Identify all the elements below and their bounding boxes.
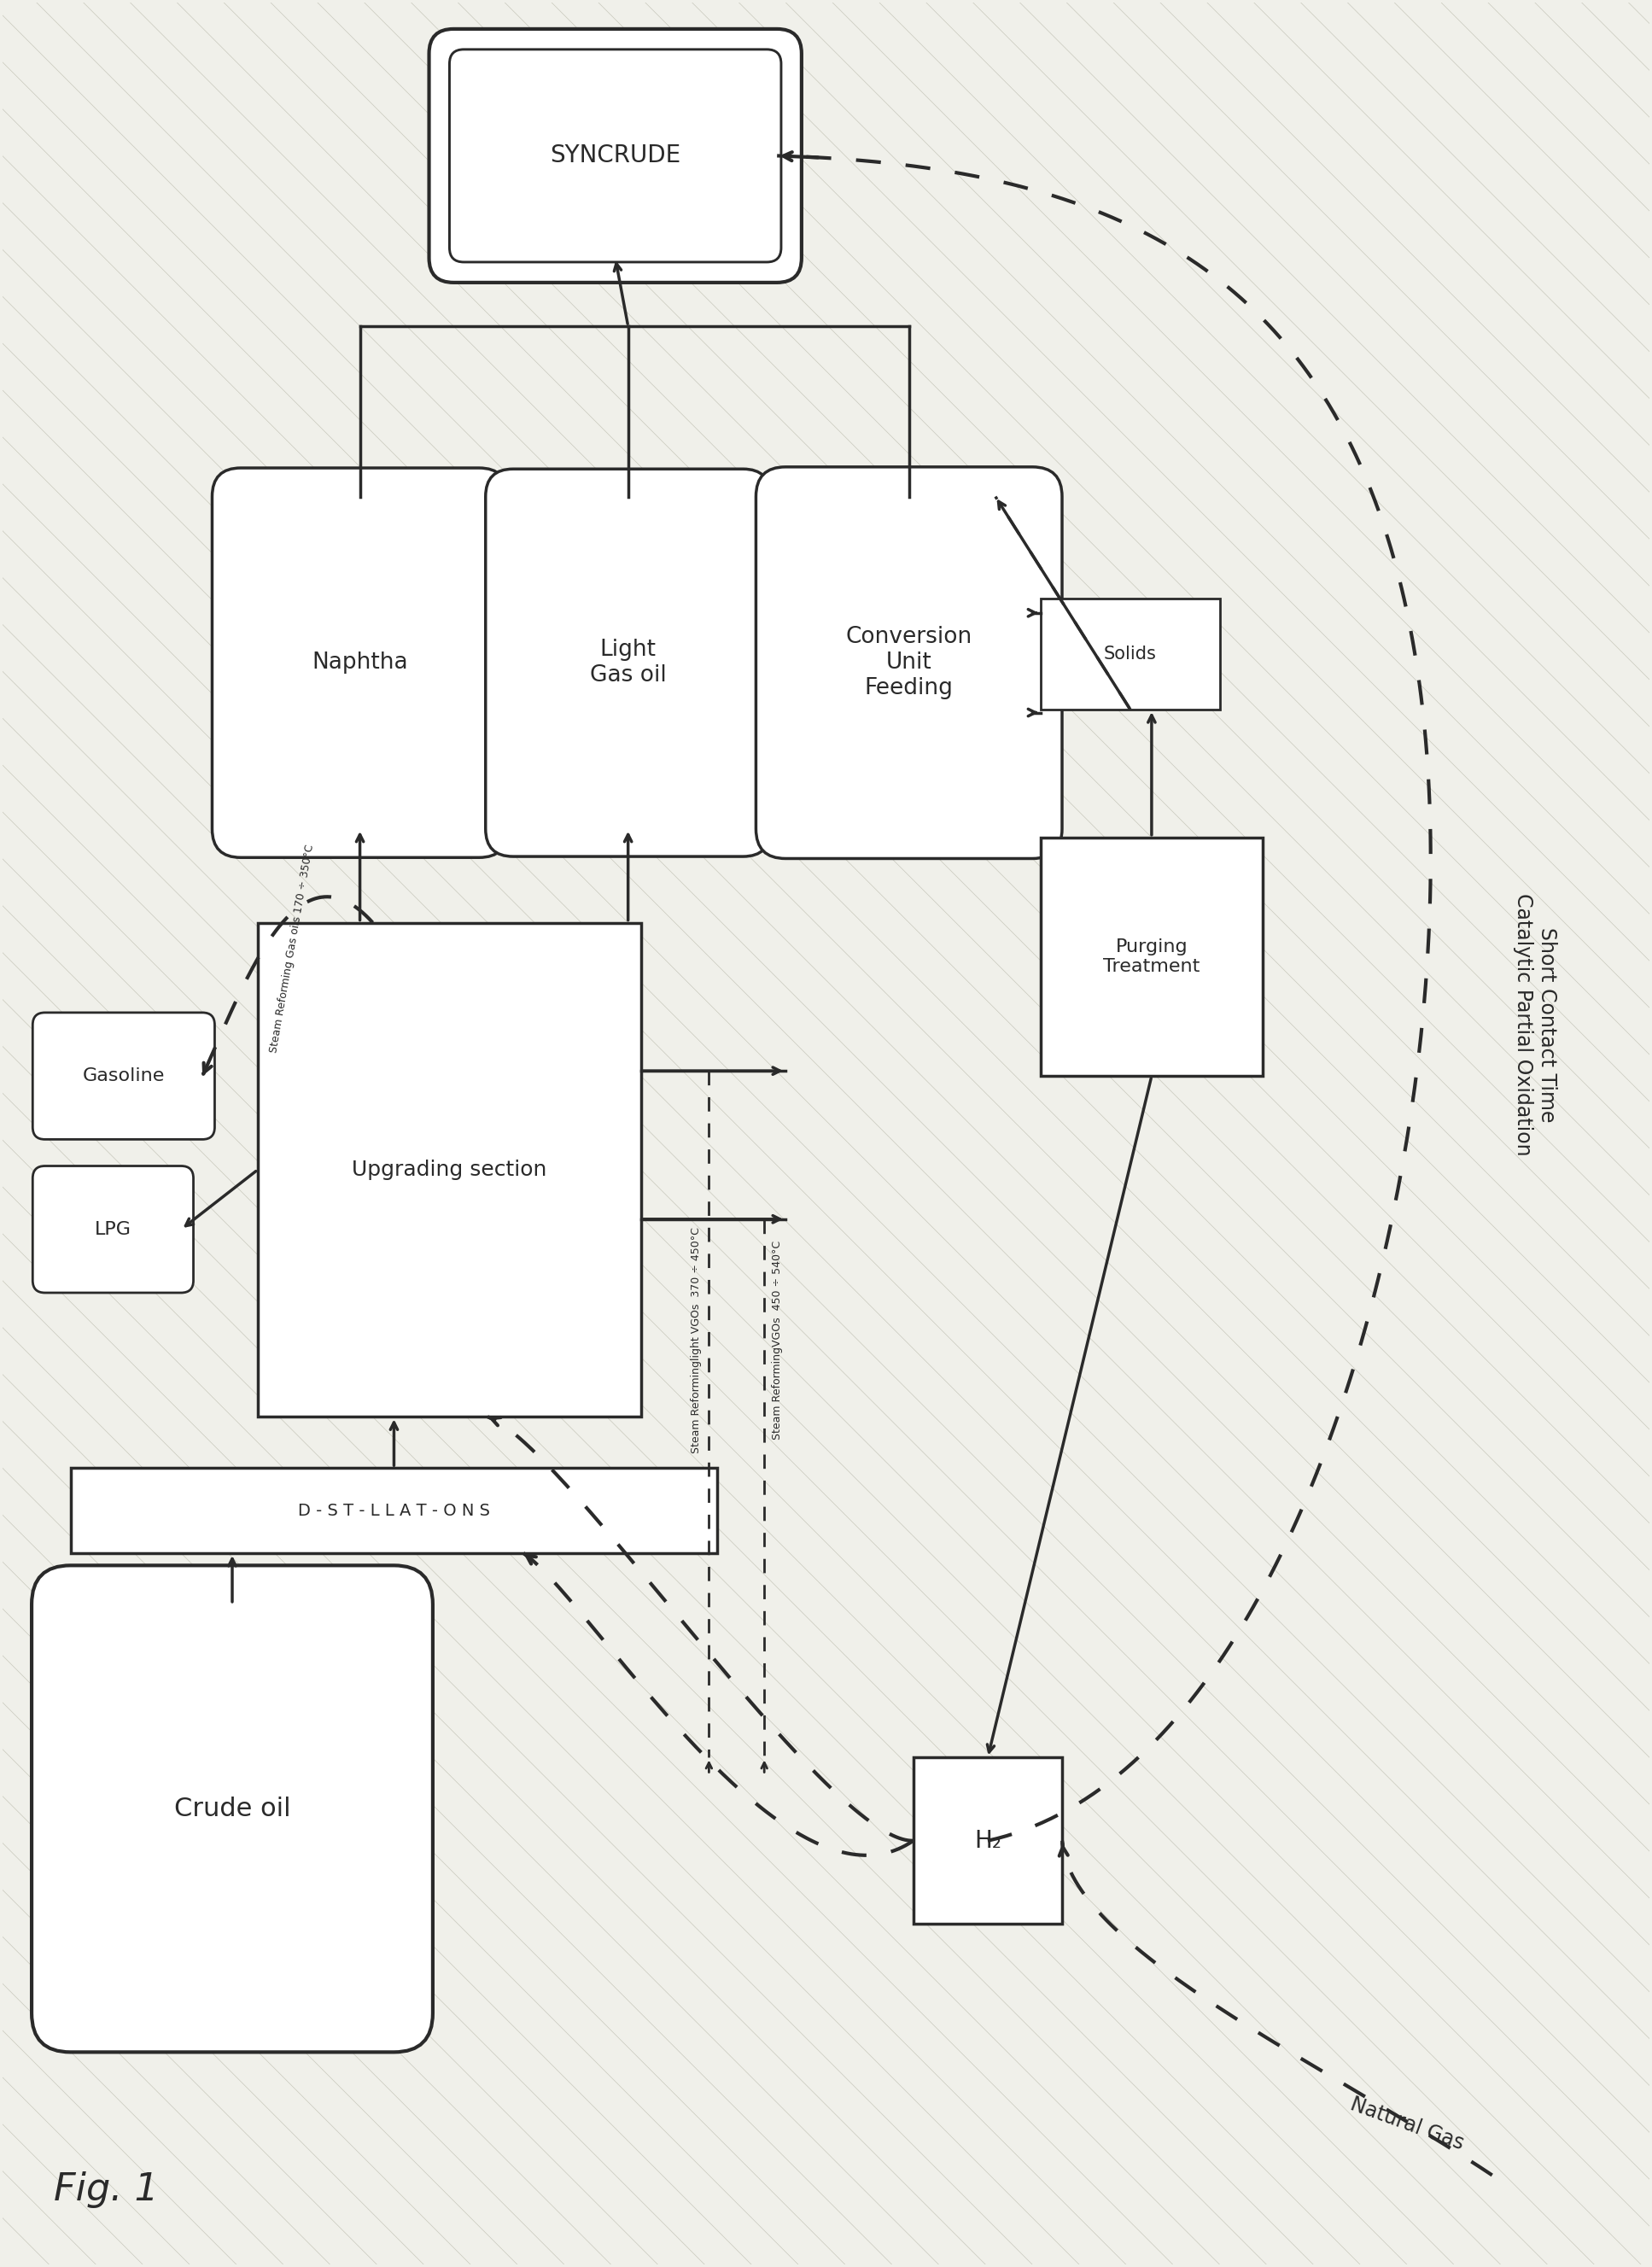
Text: LPG: LPG: [94, 1222, 132, 1238]
FancyBboxPatch shape: [31, 1566, 433, 2052]
Text: Light
Gas oil: Light Gas oil: [590, 639, 666, 687]
FancyBboxPatch shape: [33, 1165, 193, 1292]
Text: Solids: Solids: [1104, 646, 1156, 662]
Text: Crude oil: Crude oil: [173, 1795, 291, 1820]
Text: SYNCRUDE: SYNCRUDE: [550, 143, 681, 168]
FancyBboxPatch shape: [33, 1013, 215, 1140]
Bar: [1041, 837, 1262, 1077]
Text: Fig. 1: Fig. 1: [53, 2172, 159, 2208]
Bar: [914, 1757, 1062, 1925]
Text: Gasoline: Gasoline: [83, 1068, 165, 1084]
Text: Steam ReformingVGOs  450 ÷ 540°C: Steam ReformingVGOs 450 ÷ 540°C: [771, 1240, 783, 1440]
Bar: [1041, 598, 1219, 710]
Text: Steam Reforminglight VGOs  370 ÷ 450°C: Steam Reforminglight VGOs 370 ÷ 450°C: [691, 1226, 702, 1453]
Text: Naphtha: Naphtha: [312, 651, 408, 673]
Text: Conversion
Unit
Feeding: Conversion Unit Feeding: [846, 626, 973, 701]
Text: D - S T - L L A T - O N S: D - S T - L L A T - O N S: [297, 1503, 491, 1519]
Text: Purging
Treatment: Purging Treatment: [1104, 939, 1199, 975]
Text: Short Contact Time
Catalytic Partial Oxidation: Short Contact Time Catalytic Partial Oxi…: [1513, 893, 1556, 1156]
FancyBboxPatch shape: [430, 29, 801, 283]
Text: Natural Gas: Natural Gas: [1348, 2095, 1467, 2154]
FancyBboxPatch shape: [211, 467, 507, 857]
Bar: [258, 923, 641, 1417]
Text: Steam Reforming Gas oils 170 ÷ 350°C: Steam Reforming Gas oils 170 ÷ 350°C: [268, 843, 316, 1054]
Text: H₂: H₂: [975, 1829, 1001, 1852]
Bar: [71, 1469, 717, 1553]
Text: Upgrading section: Upgrading section: [352, 1158, 547, 1179]
FancyBboxPatch shape: [486, 469, 770, 857]
FancyBboxPatch shape: [757, 467, 1062, 859]
